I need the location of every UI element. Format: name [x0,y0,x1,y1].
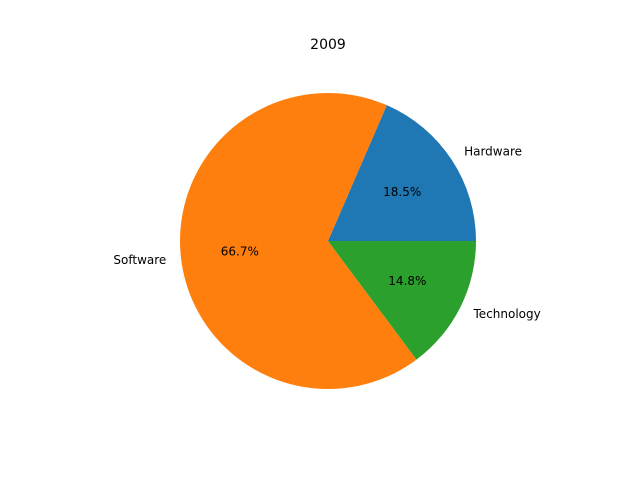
pie-labels: Hardware 18.5% Software 66.7% Technology 14.8… [113,145,540,321]
slice-label-software: Software [113,253,166,267]
pie-slice-software [180,93,417,390]
pie-slice-technology [328,241,476,360]
pie-slices [180,93,476,390]
slice-label-hardware: Hardware [464,145,522,159]
percent-label-software: 66.7% [221,244,259,258]
chart-title: 2009 [310,37,346,53]
pie-slice-hardware [328,105,476,241]
percent-label-hardware: 18.5% [383,185,421,199]
percent-label-technology: 14.8% [388,274,426,288]
slice-label-technology: Technology [473,307,541,321]
